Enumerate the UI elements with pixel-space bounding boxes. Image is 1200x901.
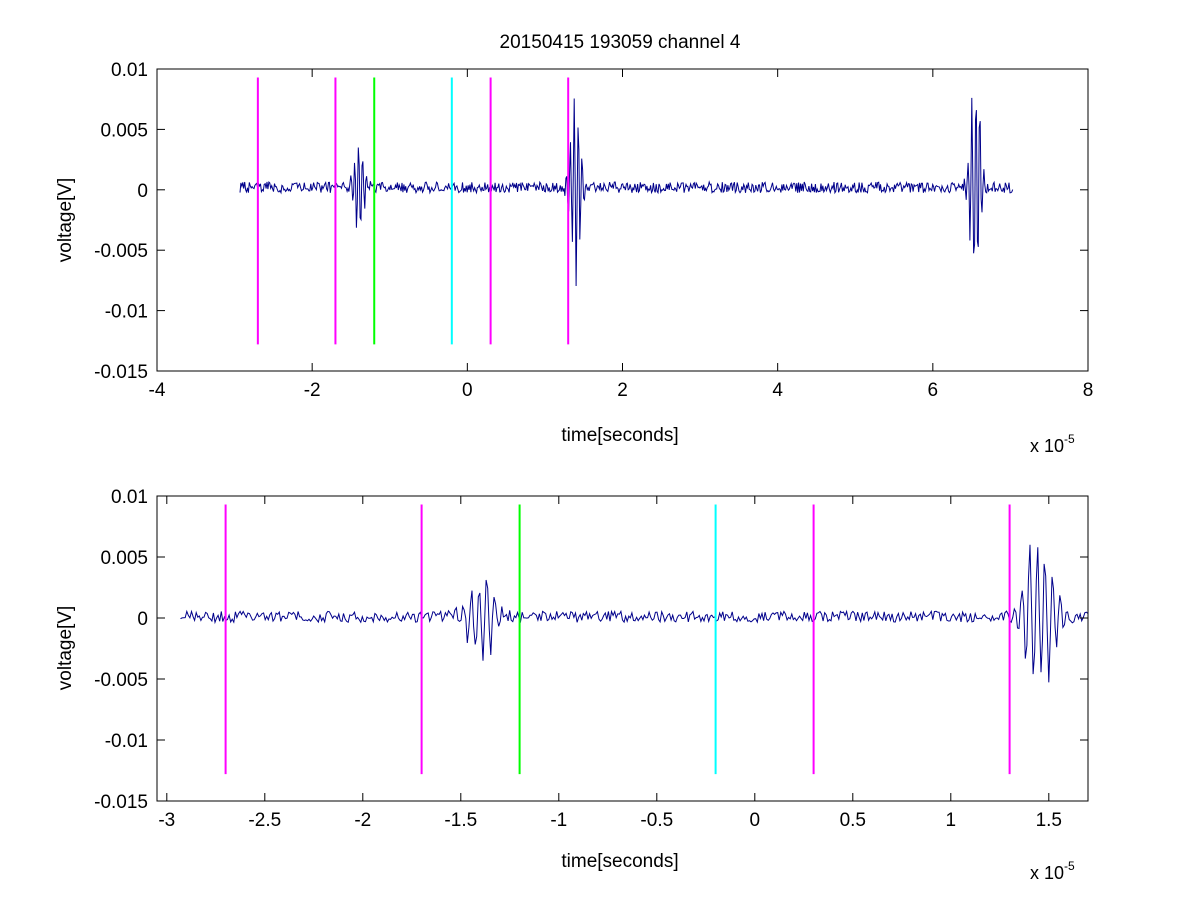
top-plot-ytick-label: 0.01	[111, 60, 148, 81]
top-plot-signal-line	[239, 97, 1014, 287]
bottom-plot-ytick-label: -0.015	[94, 792, 148, 813]
top-plot-x-multiplier-base: x 10	[1030, 436, 1064, 456]
top-plot-xtick-label: 6	[928, 380, 939, 401]
bottom-plot: -3 -2.5 -2 -1.5 -1 -0.5 0 0.5 1 1.5 -0.015 -0.01 -0.…	[55, 487, 1089, 883]
top-plot-ytick-label: 0.005	[100, 120, 148, 141]
bottom-plot-axes-box	[156, 495, 1089, 802]
bottom-plot-x-multiplier-base: x 10	[1030, 863, 1064, 883]
bottom-plot-xtick-label: 0	[750, 810, 761, 831]
bottom-plot-ticks: -3 -2.5 -2 -1.5 -1 -0.5 0 0.5 1 1.5 -0.015 -0.01 -0.…	[94, 487, 1088, 831]
bottom-plot-xtick-label: 1.5	[1036, 810, 1062, 831]
bottom-plot-xtick-label: -1	[550, 810, 567, 831]
top-plot-x-multiplier: x 10-5	[1030, 432, 1075, 456]
bottom-plot-xtick-label: -2	[354, 810, 371, 831]
top-plot-xtick-label: -4	[149, 380, 166, 401]
bottom-plot-ytick-label: -0.005	[94, 670, 148, 691]
top-plot-xlabel: time[seconds]	[561, 425, 678, 446]
top-plot-x-multiplier-exponent: -5	[1064, 432, 1075, 446]
top-plot-ytick-label: 0	[137, 181, 148, 202]
top-plot-ytick-label: -0.005	[94, 241, 148, 262]
bottom-plot-ytick-label: 0	[137, 609, 148, 630]
top-plot-xtick-label: 4	[772, 380, 783, 401]
bottom-plot-ytick-label: -0.01	[105, 731, 148, 752]
top-plot-axes-box	[156, 68, 1089, 372]
top-plot-ytick-label: -0.015	[94, 362, 148, 383]
bottom-plot-xtick-label: 0.5	[840, 810, 866, 831]
figure-title: 20150415 193059 channel 4	[500, 32, 741, 53]
top-plot-xtick-label: 2	[617, 380, 628, 401]
top-plot-ytick-label: -0.01	[105, 302, 148, 323]
bottom-plot-xtick-label: -3	[158, 810, 175, 831]
top-plot-ylabel: voltage[V]	[55, 178, 76, 263]
top-plot: -4 -2 0 2 4 6 8 -0.015 -0.01 -0.005 0 0.005 0.01 tim…	[55, 60, 1093, 456]
top-plot-data	[239, 77, 1014, 345]
bottom-plot-ylabel: voltage[V]	[55, 606, 76, 691]
top-plot-xtick-label: 8	[1083, 380, 1094, 401]
bottom-plot-data	[180, 504, 1089, 775]
top-plot-ticks: -4 -2 0 2 4 6 8 -0.015 -0.01 -0.005 0 0.005 0.01	[94, 60, 1093, 401]
bottom-plot-xtick-label: -1.5	[444, 810, 477, 831]
bottom-plot-x-multiplier: x 10-5	[1030, 859, 1075, 883]
bottom-plot-ytick-label: 0.01	[111, 487, 148, 508]
bottom-plot-signal-line	[180, 544, 1089, 683]
bottom-plot-x-multiplier-exponent: -5	[1064, 859, 1075, 873]
bottom-plot-xtick-label: 1	[946, 810, 957, 831]
bottom-plot-xlabel: time[seconds]	[561, 851, 678, 872]
top-plot-xtick-label: 0	[462, 380, 473, 401]
bottom-plot-ytick-label: 0.005	[100, 548, 148, 569]
bottom-plot-xtick-label: -2.5	[248, 810, 281, 831]
bottom-plot-xtick-label: -0.5	[640, 810, 673, 831]
top-plot-xtick-label: -2	[304, 380, 321, 401]
